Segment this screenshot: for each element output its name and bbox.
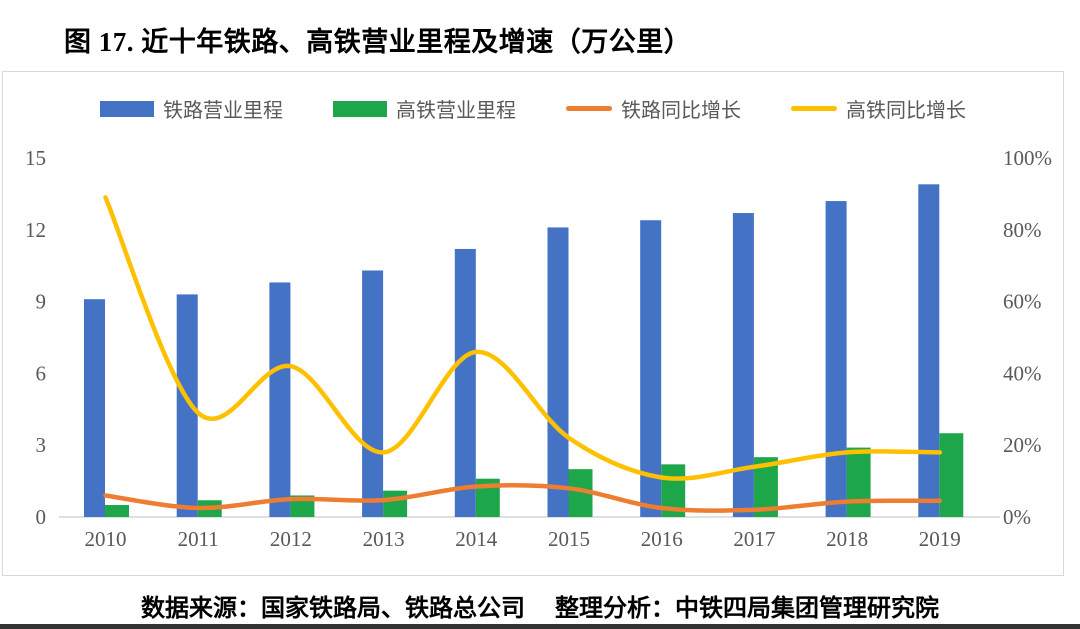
legend-item-hsr-mileage: 高铁营业里程 [333, 94, 516, 123]
chart-frame: 铁路营业里程 高铁营业里程 铁路同比增长 高铁同比增长 0 3 6 9 12 15 0% 20… [2, 71, 1064, 576]
legend-label: 铁路同比增长 [621, 100, 741, 122]
svg-text:2013: 2013 [363, 527, 405, 551]
svg-text:3: 3 [36, 433, 47, 457]
svg-text:2015: 2015 [548, 527, 590, 551]
svg-text:12: 12 [25, 218, 46, 242]
legend-label: 高铁营业里程 [396, 100, 516, 122]
svg-text:2016: 2016 [641, 527, 683, 551]
svg-text:2019: 2019 [919, 527, 961, 551]
svg-text:2010: 2010 [85, 527, 127, 551]
rail-mileage-swatch-icon [100, 100, 154, 117]
page-title: 图 17. 近十年铁路、高铁营业里程及增速（万公里） [64, 27, 692, 57]
chart-canvas: 0 3 6 9 12 15 0% 20% 40% 60% 80% 100% 2010 2011 2012 20… [25, 146, 1052, 551]
bottom-divider [0, 624, 1080, 629]
svg-text:60%: 60% [1003, 290, 1042, 314]
svg-text:6: 6 [36, 361, 47, 385]
source-note: 数据来源：国家铁路局、铁路总公司 整理分析：中铁四局集团管理研究院 [141, 596, 939, 622]
svg-text:2011: 2011 [178, 527, 219, 551]
svg-text:0: 0 [36, 505, 47, 529]
svg-text:2014: 2014 [455, 527, 498, 551]
legend-label: 高铁同比增长 [846, 100, 966, 122]
svg-text:15: 15 [25, 146, 46, 170]
svg-text:40%: 40% [1003, 361, 1042, 385]
svg-text:2017: 2017 [733, 527, 775, 551]
svg-text:80%: 80% [1003, 218, 1042, 242]
hsr-mileage-swatch-icon [333, 100, 387, 117]
rail-growth-line-swatch-icon [566, 106, 612, 111]
legend-item-rail-growth: 铁路同比增长 [566, 94, 741, 123]
svg-text:2018: 2018 [826, 527, 868, 551]
legend-item-hsr-growth: 高铁同比增长 [791, 94, 966, 123]
legend-item-rail-mileage: 铁路营业里程 [100, 94, 283, 123]
svg-text:2012: 2012 [270, 527, 312, 551]
chart-legend: 铁路营业里程 高铁营业里程 铁路同比增长 高铁同比增长 [3, 94, 1063, 123]
svg-text:20%: 20% [1003, 433, 1042, 457]
svg-text:9: 9 [36, 290, 47, 314]
svg-text:0%: 0% [1003, 505, 1031, 529]
hsr-growth-line-swatch-icon [791, 106, 837, 111]
svg-text:100%: 100% [1003, 146, 1052, 170]
legend-label: 铁路营业里程 [163, 100, 283, 122]
